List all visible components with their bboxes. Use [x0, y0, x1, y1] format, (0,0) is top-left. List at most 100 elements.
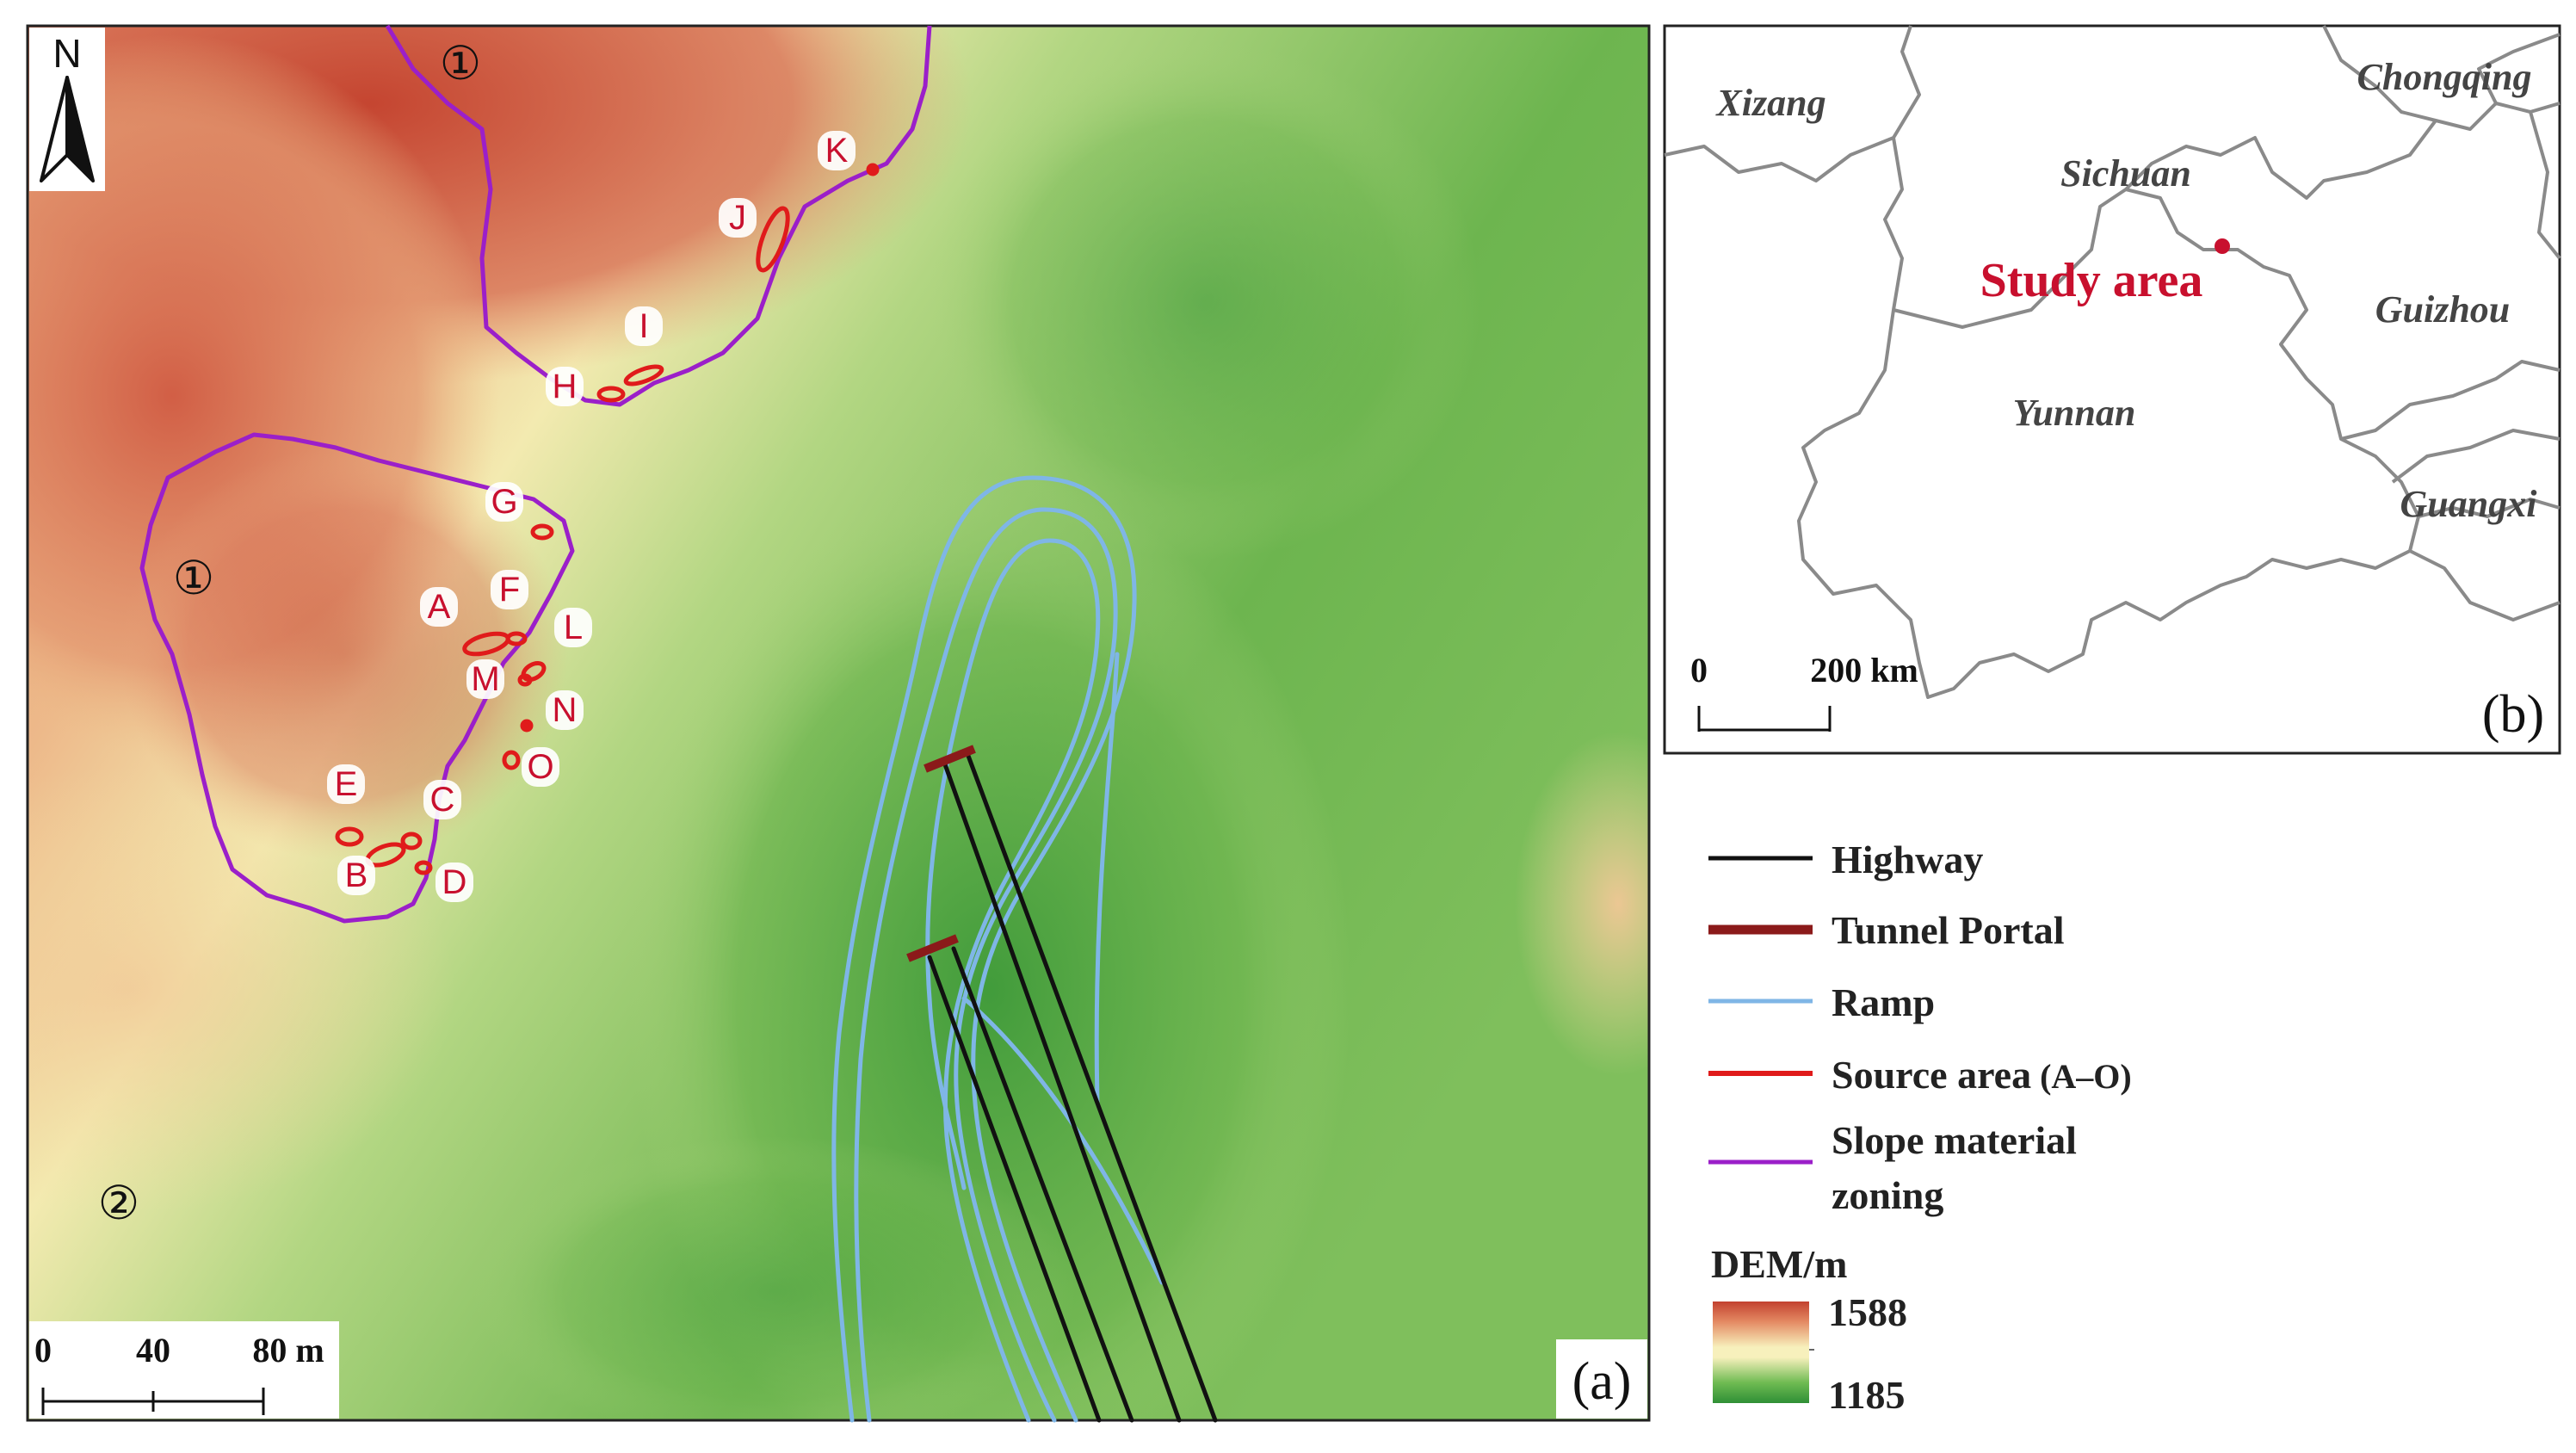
- boundary-east: [2529, 111, 2561, 260]
- source-shape-k: [866, 163, 880, 176]
- map-frame: [26, 24, 1651, 1422]
- province-xizang: Xizang: [1714, 82, 1825, 124]
- ramp-spur-2: [961, 996, 1164, 1285]
- source-label-halo-e: [327, 764, 365, 804]
- source-label-halo-d: [436, 863, 473, 902]
- source-area-label-f: F: [499, 571, 520, 609]
- boundary-chongqing: [2322, 25, 2561, 122]
- province-yunnan: Yunnan: [2013, 392, 2136, 434]
- highway-line-4: [966, 753, 1218, 1423]
- scale-b-tick-200: 200 km: [1810, 651, 1918, 689]
- study-area-dot: [2215, 238, 2230, 254]
- source-shape-o: [502, 750, 521, 770]
- legend-label-zoning-line2: zoning: [1832, 1173, 1943, 1217]
- source-label-halo-f: [491, 570, 528, 609]
- ramp-spur-1: [1094, 652, 1120, 1104]
- source-area-shapes: [335, 163, 880, 875]
- highway-line-3: [942, 762, 1182, 1423]
- source-area-label-b: B: [345, 856, 368, 894]
- source-shape-f: [505, 631, 528, 646]
- source-shape-g: [530, 523, 554, 541]
- source-label-halo-k: [818, 131, 856, 170]
- boundary-guizhou-south: [2340, 360, 2561, 621]
- panel-a-label: (a): [1572, 1352, 1632, 1411]
- tunnel-portals: [906, 745, 976, 962]
- source-area-label-d: D: [442, 863, 467, 901]
- scale-b-tick-0: 0: [1690, 651, 1708, 689]
- scale-a-tick-0: 0: [34, 1331, 52, 1370]
- source-shape-e: [335, 826, 364, 847]
- ramp-inner: [925, 538, 1101, 1423]
- legend-label-tunnel-portal: Tunnel Portal: [1832, 908, 2065, 952]
- province-sichuan: Sichuan: [2060, 152, 2191, 195]
- source-label-halo-g: [485, 482, 523, 522]
- boundary-xizang: [1664, 136, 1894, 182]
- source-label-halo-c: [423, 780, 461, 819]
- study-area-label: Study area: [1980, 254, 2203, 307]
- scale-a-tick-80: 80 m: [252, 1331, 324, 1370]
- source-area-label-n: N: [553, 691, 578, 729]
- source-shape-m: [517, 673, 533, 687]
- zone-label-1-west: ①: [173, 553, 214, 604]
- panel-a-label-box: (a): [1556, 1339, 1647, 1419]
- scale-bar-a: 0 40 80 m: [29, 1321, 339, 1419]
- legend-label-ramp: Ramp: [1832, 980, 1935, 1024]
- source-label-halo-b: [337, 856, 375, 895]
- panel-b-frame: [1663, 24, 2561, 755]
- north-arrow-label: N: [53, 31, 81, 76]
- source-area-label-o: O: [527, 748, 553, 786]
- source-label-halo-i: [625, 306, 663, 346]
- province-guangxi: Guangxi: [2400, 483, 2538, 525]
- legend-label-zoning-line1: Slope material: [1832, 1118, 2077, 1162]
- source-label-halo-j: [719, 198, 757, 238]
- source-area-label-e: E: [335, 765, 358, 803]
- dem-color-ramp: [1713, 1302, 1809, 1403]
- source-area-label-i: I: [639, 307, 648, 345]
- source-shape-h: [596, 386, 626, 403]
- tunnel-portal-lower: [906, 934, 959, 962]
- source-shape-n: [520, 719, 534, 733]
- province-boundaries: [1664, 25, 2561, 699]
- legend-label-source-area: Source area (A–O): [1832, 1053, 2132, 1097]
- dem-legend-min: 1185: [1828, 1373, 1905, 1417]
- scale-bar-b: 0 200 km: [1690, 651, 1918, 732]
- source-label-halo-h: [546, 367, 584, 406]
- source-area-label-c: C: [430, 781, 455, 819]
- legend-source-area-suffix: (A–O): [2040, 1057, 2132, 1096]
- source-label-halo-o: [522, 747, 559, 787]
- source-area-label-g: G: [491, 483, 517, 521]
- boundary-yunnan: [1797, 25, 2420, 699]
- source-area-labels: A B C D E F G H I J K L M NO: [327, 131, 856, 902]
- source-shape-c: [400, 832, 423, 850]
- legend-source-area-text: Source area: [1832, 1053, 2031, 1097]
- scale-a-tick-40: 40: [136, 1331, 170, 1370]
- province-chongqing: Chongqing: [2357, 56, 2532, 98]
- source-area-label-k: K: [825, 132, 849, 170]
- zone-label-1-north: ①: [440, 38, 481, 90]
- panel-b-label: (b): [2482, 685, 2544, 744]
- highway-lines: [927, 753, 1218, 1423]
- source-label-halo-n: [546, 690, 584, 730]
- zone-label-2: ②: [98, 1178, 139, 1229]
- legend: Highway Tunnel Portal Ramp Source area (A…: [1708, 838, 2132, 1417]
- boundary-sichuan-east: [2124, 102, 2561, 200]
- source-area-label-l: L: [564, 609, 583, 646]
- ramp-outer: [831, 475, 1137, 1423]
- province-guizhou: Guizhou: [2375, 288, 2511, 331]
- source-area-label-a: A: [428, 588, 451, 626]
- panel-b-location-map: Xizang Chongqing Sichuan Guizhou Yunnan …: [1663, 24, 2561, 755]
- tunnel-portal-upper: [924, 745, 976, 773]
- dem-raster: [28, 26, 1649, 1420]
- ramp-lines: [831, 475, 1164, 1423]
- north-arrow: N: [29, 28, 105, 191]
- source-shape-i: [623, 364, 664, 386]
- boundary-guangxi: [2391, 429, 2561, 484]
- legend-label-highway: Highway: [1832, 838, 1983, 881]
- source-area-label-j: J: [729, 199, 746, 237]
- dem-legend-max: 1588: [1828, 1290, 1907, 1334]
- source-shape-d: [414, 860, 433, 875]
- source-label-halo-l: [554, 608, 592, 647]
- source-label-halo-a: [420, 587, 458, 627]
- highway-line-2: [951, 946, 1134, 1423]
